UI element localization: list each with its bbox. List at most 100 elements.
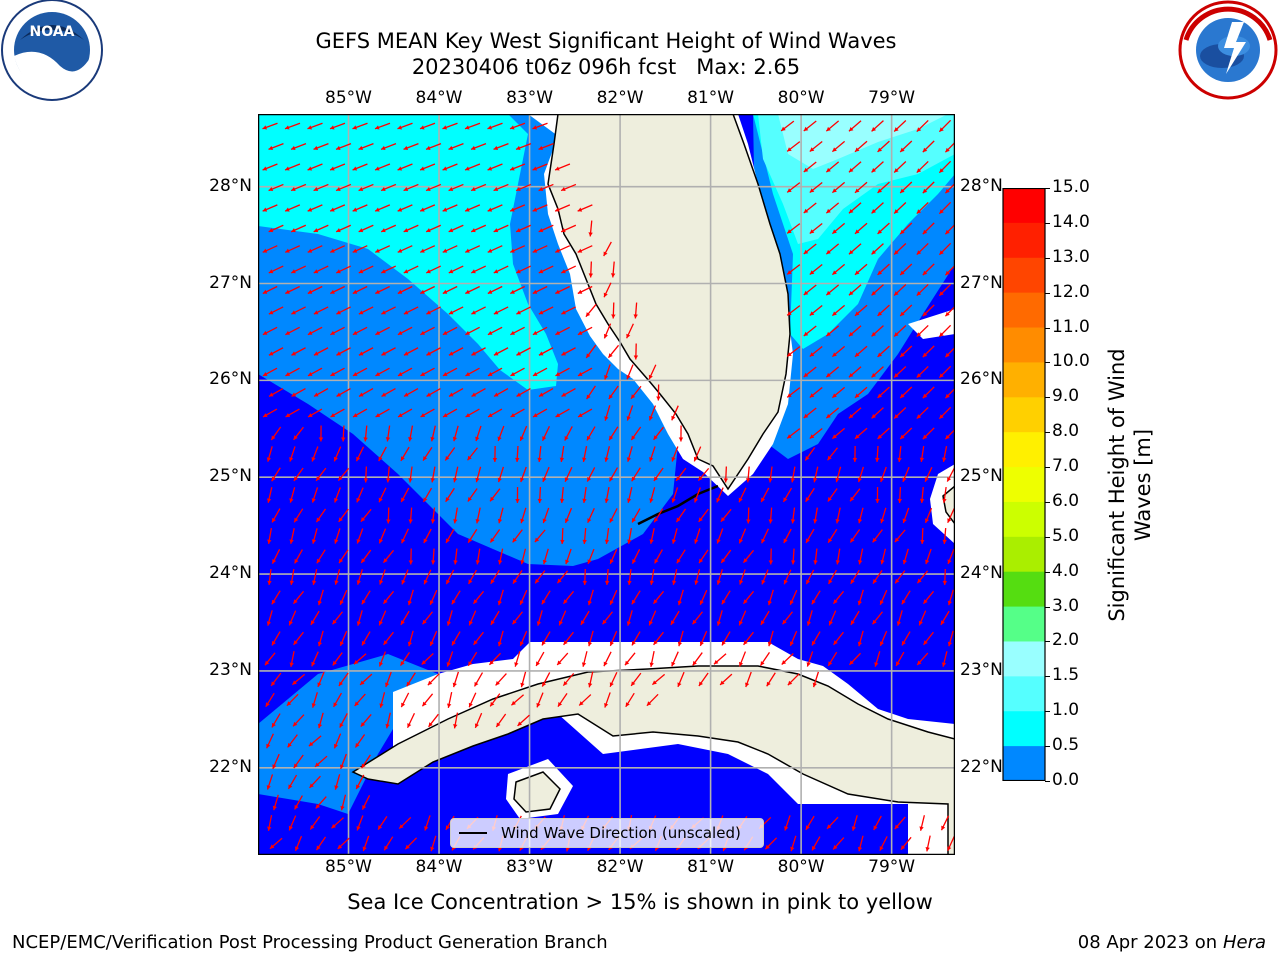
legend-label: Wind Wave Direction (unscaled) (501, 824, 741, 842)
wave-direction-arrow (564, 507, 573, 524)
wave-direction-arrow (631, 631, 641, 646)
wave-direction-arrow (313, 347, 329, 356)
wave-direction-arrow (825, 243, 840, 255)
wave-direction-arrow (653, 426, 664, 441)
wave-direction-arrow (561, 347, 576, 356)
colorbar-tick-mark (1045, 222, 1050, 224)
wave-direction-arrow (694, 487, 701, 503)
wave-direction-arrow (361, 590, 371, 605)
wave-direction-arrow (490, 569, 500, 585)
wave-direction-arrow (783, 569, 792, 585)
wave-direction-arrow (266, 774, 274, 790)
wave-direction-arrow (577, 367, 593, 377)
wave-direction-arrow (790, 466, 796, 483)
colorbar-band (1003, 467, 1045, 503)
wave-direction-arrow (901, 590, 911, 605)
lon-tick-top: 81°W (687, 88, 735, 108)
colorbar-tick-label: 1.0 (1052, 700, 1080, 721)
footer-date: 08 Apr 2023 on Hera (1078, 932, 1266, 953)
wave-direction-arrow (510, 367, 525, 377)
wave-direction-arrow (848, 120, 862, 132)
wave-direction-arrow (493, 347, 509, 356)
wave-direction-arrow (611, 302, 616, 319)
wave-direction-arrow (879, 836, 888, 851)
wave-direction-arrow (360, 549, 372, 564)
wave-direction-arrow (942, 527, 947, 545)
wave-direction-arrow (761, 528, 769, 544)
wave-direction-arrow (813, 548, 818, 565)
wave-direction-arrow (313, 183, 329, 192)
wave-direction-arrow (334, 569, 341, 585)
wave-direction-arrow (267, 528, 273, 544)
wave-direction-arrow (336, 347, 351, 356)
wave-direction-arrow (675, 508, 687, 523)
wave-direction-arrow (809, 386, 823, 399)
wave-direction-arrow (562, 672, 575, 687)
wave-direction-arrow (608, 385, 619, 400)
wave-direction-arrow (448, 224, 464, 233)
lat-tick-left: 22°N (209, 756, 252, 777)
wave-direction-arrow (290, 265, 307, 274)
wave-direction-arrow (835, 548, 841, 565)
wave-direction-arrow (445, 528, 455, 544)
wave-direction-arrow (577, 408, 593, 418)
wave-direction-arrow (871, 243, 884, 255)
wave-direction-arrow (356, 815, 364, 831)
lat-tick-right: 24°N (960, 563, 1003, 584)
wave-direction-arrow (293, 467, 304, 482)
colorbar-tick-mark (1045, 188, 1050, 189)
wave-direction-arrow (874, 651, 881, 667)
wave-direction-arrow (423, 528, 432, 544)
wave-direction-arrow (656, 384, 661, 401)
wave-direction-arrow (356, 487, 364, 503)
wave-direction-arrow (311, 692, 318, 708)
wave-direction-arrow (789, 589, 798, 606)
wave-direction-arrow (825, 407, 840, 419)
wave-direction-arrow (723, 466, 729, 483)
wave-direction-arrow (828, 610, 837, 626)
wave-direction-arrow (768, 507, 773, 524)
wave-direction-arrow (352, 122, 368, 130)
wave-direction-arrow (489, 693, 501, 707)
wave-direction-arrow (382, 590, 395, 605)
colorbar-tick-mark (1045, 536, 1050, 538)
wave-direction-arrow (916, 283, 929, 297)
wave-direction-arrow (468, 610, 477, 626)
lon-tick-bottom: 82°W (596, 857, 644, 877)
wave-direction-arrow (831, 222, 846, 235)
wave-direction-arrow (397, 163, 413, 171)
wave-direction-arrow (586, 385, 596, 400)
wave-direction-arrow (312, 569, 318, 585)
wave-direction-arrow (919, 445, 925, 463)
colorbar-band (1003, 711, 1045, 747)
wave-direction-arrow (916, 201, 929, 215)
wave-direction-arrow (340, 794, 347, 811)
wave-direction-arrow (383, 836, 394, 851)
wave-direction-arrow (487, 245, 503, 253)
wave-direction-arrow (289, 528, 295, 544)
wave-direction-arrow (831, 427, 846, 440)
wave-direction-arrow (653, 467, 664, 482)
wave-direction-arrow (519, 589, 528, 606)
wave-direction-arrow (379, 692, 386, 708)
wave-direction-arrow (285, 367, 300, 377)
wave-direction-arrow (938, 160, 952, 174)
wave-direction-arrow (560, 265, 577, 274)
colorbar-tick-mark (1045, 641, 1050, 643)
colorbar-tick-label: 12.0 (1052, 281, 1090, 302)
wave-direction-arrow (805, 487, 815, 503)
wave-direction-arrow (285, 408, 300, 418)
wave-direction-arrow (313, 306, 329, 315)
wave-direction-arrow (555, 367, 570, 377)
wave-direction-arrow (786, 346, 801, 357)
wave-direction-arrow (918, 610, 927, 626)
wave-direction-arrow (285, 326, 300, 336)
wave-direction-arrow (385, 466, 391, 483)
wave-direction-arrow (532, 122, 548, 130)
wave-direction-arrow (649, 446, 656, 462)
wave-direction-arrow (403, 265, 419, 274)
wave-direction-arrow (268, 143, 284, 150)
wave-direction-arrow (465, 367, 480, 377)
wave-direction-arrow (339, 713, 348, 728)
wave-direction-arrow (487, 408, 503, 418)
